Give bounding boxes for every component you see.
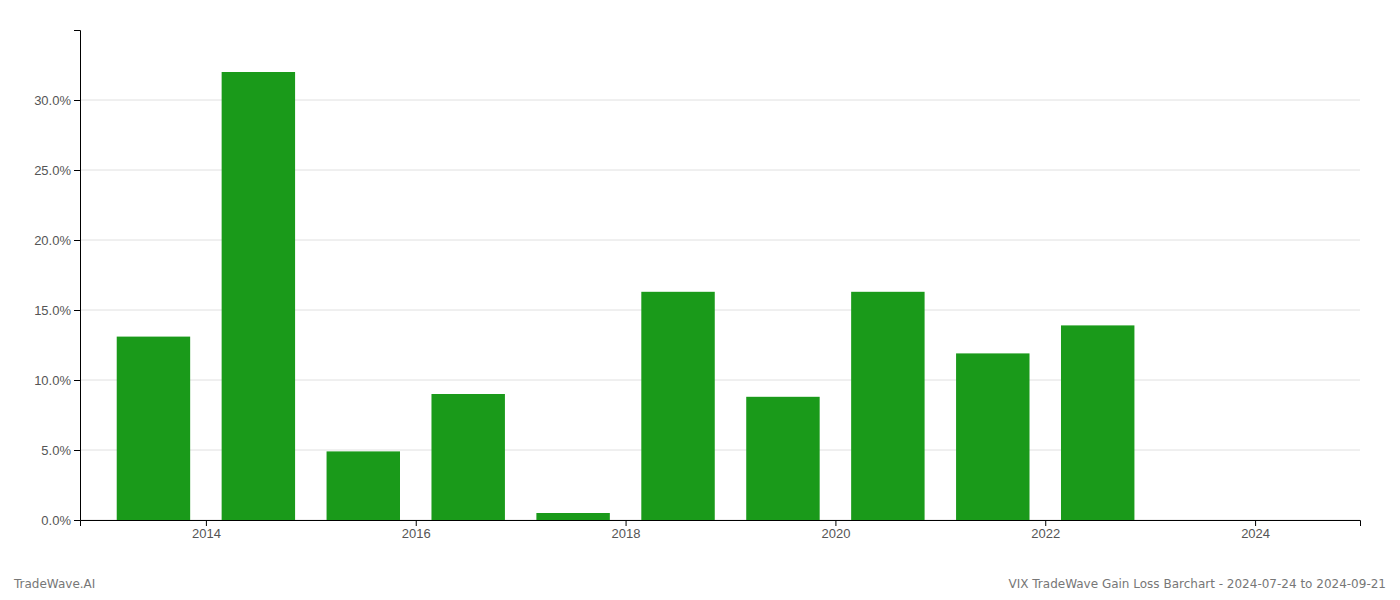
y-tick-label: 20.0% xyxy=(34,233,71,248)
x-tick: 2022 xyxy=(1031,520,1060,541)
bars xyxy=(117,72,1135,520)
x-tick-mark xyxy=(626,520,627,526)
bar xyxy=(1061,325,1134,520)
x-tick-label: 2016 xyxy=(402,526,431,541)
y-axis-line xyxy=(74,31,81,521)
x-tick: 2018 xyxy=(612,520,641,541)
x-tick: 2014 xyxy=(192,520,221,541)
x-tick-mark xyxy=(206,520,207,526)
bar xyxy=(117,337,190,520)
y-tick-label: 5.0% xyxy=(41,443,71,458)
y-tick: 30.0% xyxy=(34,93,80,108)
x-tick-mark xyxy=(416,520,417,526)
bar xyxy=(956,353,1029,520)
bar xyxy=(851,292,924,520)
bar xyxy=(746,397,819,520)
y-tick-label: 15.0% xyxy=(34,303,71,318)
y-tick-label: 10.0% xyxy=(34,373,71,388)
y-tick-mark xyxy=(74,240,80,241)
x-tick-label: 2022 xyxy=(1031,526,1060,541)
bar xyxy=(641,292,714,520)
y-tick: 15.0% xyxy=(34,303,80,318)
y-tick-mark xyxy=(74,310,80,311)
bar xyxy=(1166,520,1239,521)
y-tick: 20.0% xyxy=(34,233,80,248)
x-axis: 2014 2016 2018 2020 2022 2024 xyxy=(81,520,1361,541)
y-tick-label: 30.0% xyxy=(34,93,71,108)
x-tick-label: 2014 xyxy=(192,526,221,541)
y-tick: 5.0% xyxy=(41,443,80,458)
x-tick-mark xyxy=(1255,520,1256,526)
y-tick-mark xyxy=(74,100,80,101)
bar xyxy=(222,72,295,520)
x-tick-label: 2024 xyxy=(1241,526,1270,541)
x-tick: 2024 xyxy=(1241,520,1270,541)
chart-svg: 2014 2016 2018 2020 2022 2024 0.0% 5.0% 10.0% 15.… xyxy=(0,0,1400,600)
y-tick-mark xyxy=(74,170,80,171)
chart-container: 2014 2016 2018 2020 2022 2024 0.0% 5.0% 10.0% 15.… xyxy=(0,0,1400,600)
footer-right: VIX TradeWave Gain Loss Barchart - 2024-… xyxy=(1009,577,1387,591)
x-tick: 2016 xyxy=(402,520,431,541)
x-tick-label: 2018 xyxy=(612,526,641,541)
bar xyxy=(536,513,609,520)
x-tick-mark xyxy=(835,520,836,526)
y-tick: 10.0% xyxy=(34,373,80,388)
y-tick-mark xyxy=(74,520,80,521)
y-tick-label: 0.0% xyxy=(41,513,71,528)
plot: 2014 2016 2018 2020 2022 2024 0.0% 5.0% 10.0% 15.… xyxy=(34,31,1360,542)
bar xyxy=(327,451,400,520)
footer-left: TradeWave.AI xyxy=(13,577,95,591)
y-tick: 25.0% xyxy=(34,163,80,178)
x-tick-mark xyxy=(1045,520,1046,526)
y-tick-label: 25.0% xyxy=(34,163,71,178)
y-tick-mark xyxy=(74,450,80,451)
x-tick: 2020 xyxy=(821,520,850,541)
x-tick-label: 2020 xyxy=(821,526,850,541)
y-tick-mark xyxy=(74,380,80,381)
y-axis: 0.0% 5.0% 10.0% 15.0% 20.0% 25.0% 30.0% xyxy=(34,31,80,528)
y-tick: 0.0% xyxy=(41,513,80,528)
bar xyxy=(431,394,504,520)
x-axis-line xyxy=(81,521,1361,527)
